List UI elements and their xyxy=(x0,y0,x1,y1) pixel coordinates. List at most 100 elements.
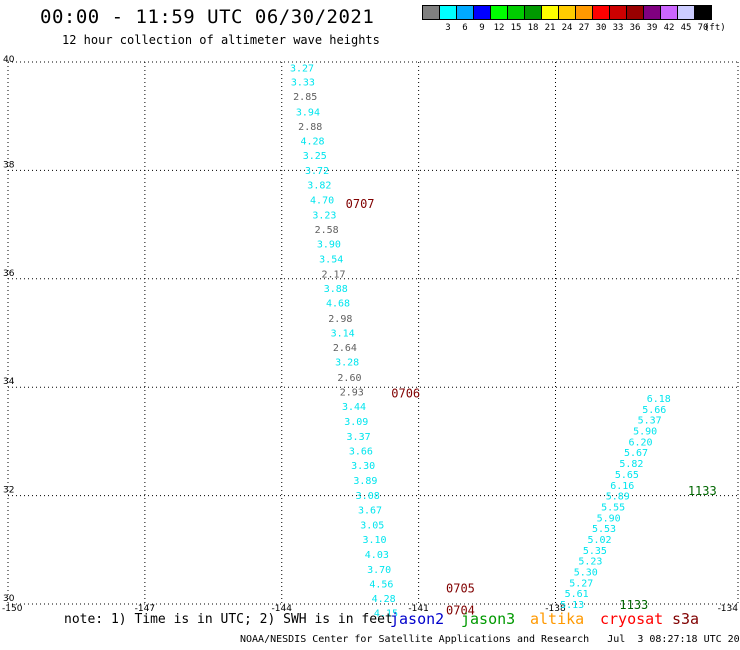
time-label: 0706 xyxy=(391,387,420,401)
legend-jason2: jason2 xyxy=(390,610,445,628)
scale-label: 6 xyxy=(462,23,468,33)
scale-label: 15 xyxy=(510,23,522,33)
legend-altika: altika xyxy=(530,610,585,628)
swh-value-label: 3.25 xyxy=(303,151,327,162)
swh-value-label: 4.68 xyxy=(326,299,350,310)
swh-value-label: 3.33 xyxy=(291,78,315,89)
legend-cryosat: cryosat xyxy=(600,610,664,628)
credit-line: NOAA/NESDIS Center for Satellite Applica… xyxy=(240,634,740,645)
time-label: 1133 xyxy=(688,484,717,498)
swh-value-label: 3.28 xyxy=(335,358,359,369)
swh-value-label: 3.37 xyxy=(347,432,371,443)
scale-label: 42 xyxy=(663,23,675,33)
swh-value-label: 2.93 xyxy=(340,388,364,399)
y-tick-label: 40 xyxy=(3,55,15,65)
swh-value-label: 2.58 xyxy=(315,225,339,236)
swh-value-label: 5.37 xyxy=(638,416,662,427)
swh-value-label: 3.05 xyxy=(360,520,384,531)
swh-value-label: 5.35 xyxy=(583,546,607,557)
swh-value-label: 5.30 xyxy=(574,567,598,578)
swh-value-label: 3.70 xyxy=(367,565,391,576)
legend-jason3: jason3 xyxy=(461,610,516,628)
swh-value-label: 3.09 xyxy=(344,417,368,428)
scale-label: 21 xyxy=(544,23,556,33)
scale-label: 24 xyxy=(561,23,573,33)
swh-value-label: 3.89 xyxy=(353,476,377,487)
color-scale-unit: (ft) xyxy=(704,23,726,33)
chart-title: 00:00 - 11:59 UTC 06/30/2021 xyxy=(40,6,375,28)
swh-value-label: 5.27 xyxy=(569,578,593,589)
scale-label: 9 xyxy=(479,23,485,33)
swh-value-label: 5.65 xyxy=(615,470,639,481)
swh-value-label: 3.54 xyxy=(319,255,343,266)
swh-value-label: 3.23 xyxy=(312,210,336,221)
swh-value-label: 5.61 xyxy=(565,589,589,600)
scale-swatch xyxy=(694,5,712,20)
scale-label: 36 xyxy=(629,23,641,33)
time-label: 1133 xyxy=(619,598,648,612)
swh-value-label: 5.55 xyxy=(601,502,625,513)
swh-value-label: 3.94 xyxy=(296,107,320,118)
swh-value-label: 3.30 xyxy=(351,461,375,472)
x-tick-label: -150 xyxy=(2,604,23,614)
time-label: 0707 xyxy=(346,197,375,211)
swh-value-label: 3.10 xyxy=(363,535,387,546)
time-label: 0705 xyxy=(446,582,475,596)
swh-value-label: 5.53 xyxy=(592,524,616,535)
swh-value-label: 5.89 xyxy=(606,492,630,503)
swh-value-label: 5.90 xyxy=(633,427,657,438)
scale-label: 39 xyxy=(646,23,658,33)
legend-s3a: s3a xyxy=(672,610,700,628)
scale-label: 33 xyxy=(612,23,624,33)
scale-label: 27 xyxy=(578,23,590,33)
x-tick-label: -144 xyxy=(272,604,293,614)
swh-value-label: 3.88 xyxy=(324,284,348,295)
x-tick-label: -138 xyxy=(545,604,566,614)
swh-value-label: 4.15 xyxy=(374,609,398,620)
swh-value-label: 3.44 xyxy=(342,402,366,413)
scale-label: 45 xyxy=(680,23,692,33)
y-tick-label: 34 xyxy=(3,377,15,387)
swh-value-label: 3.72 xyxy=(305,166,329,177)
swh-value-label: 2.60 xyxy=(337,373,361,384)
swh-value-label: 4.70 xyxy=(310,196,334,207)
y-tick-label: 38 xyxy=(3,160,15,170)
swh-value-label: 4.28 xyxy=(300,137,324,148)
swh-value-label: 2.98 xyxy=(328,314,352,325)
swh-value-label: 5.82 xyxy=(619,459,643,470)
swh-value-label: 3.67 xyxy=(358,506,382,517)
swh-value-label: 2.85 xyxy=(293,92,317,103)
swh-value-label: 2.17 xyxy=(321,269,345,280)
units-note: note: 1) Time is in UTC; 2) SWH is in fe… xyxy=(64,612,393,627)
swh-value-label: 4.03 xyxy=(365,550,389,561)
x-tick-label: -134 xyxy=(718,604,739,614)
scale-label: 70 xyxy=(697,23,709,33)
x-tick-label: -147 xyxy=(135,604,155,614)
scale-label: 12 xyxy=(493,23,505,33)
swh-value-label: 2.64 xyxy=(333,343,357,354)
swh-value-label: 2.88 xyxy=(298,122,322,133)
swh-value-label: 5.90 xyxy=(597,513,621,524)
swh-value-label: 3.90 xyxy=(317,240,341,251)
swh-value-label: 5.67 xyxy=(624,448,648,459)
x-tick-label: -141 xyxy=(408,604,428,614)
swh-value-label: 3.66 xyxy=(349,447,373,458)
y-tick-label: 30 xyxy=(3,594,15,604)
swh-value-label: 6.20 xyxy=(629,437,653,448)
swh-value-label: 3.14 xyxy=(331,328,355,339)
swh-value-label: 5.13 xyxy=(560,600,584,611)
swh-value-label: 6.18 xyxy=(647,394,671,405)
scale-label: 18 xyxy=(527,23,539,33)
y-tick-label: 32 xyxy=(3,486,14,496)
time-label: 0704 xyxy=(446,603,475,617)
scale-label: 3 xyxy=(445,23,451,33)
y-tick-label: 36 xyxy=(3,269,15,279)
swh-value-label: 4.28 xyxy=(372,594,396,605)
swh-value-label: 3.08 xyxy=(356,491,380,502)
swh-value-label: 6.16 xyxy=(610,481,634,492)
scale-label: 30 xyxy=(595,23,607,33)
swh-value-label: 4.56 xyxy=(369,579,393,590)
swh-value-label: 3.27 xyxy=(290,63,314,74)
swh-value-label: 5.02 xyxy=(587,535,611,546)
